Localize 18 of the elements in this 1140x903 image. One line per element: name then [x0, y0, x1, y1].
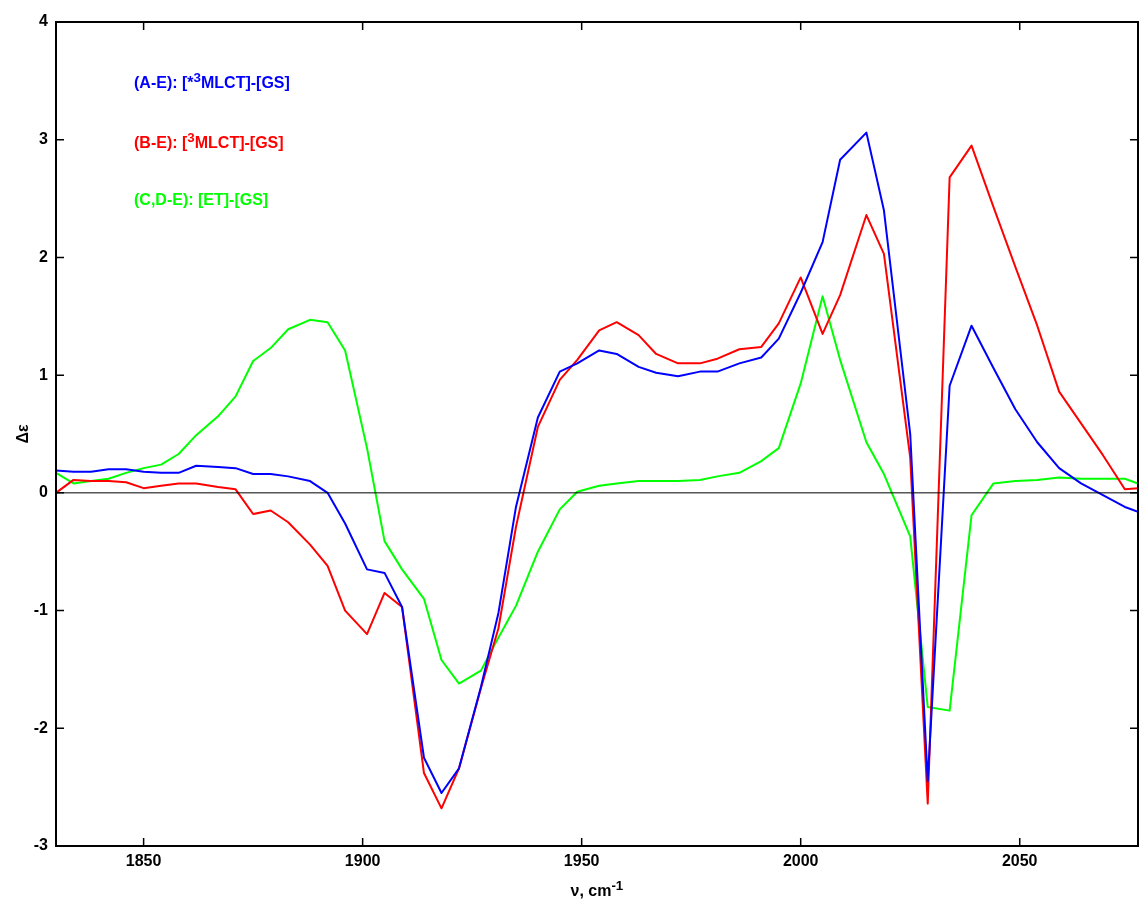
- y-tick-label: 0: [39, 483, 49, 501]
- x-axis-title: ν, cm$^{-1}$: [570, 878, 624, 901]
- x-tick-label: 1900: [344, 852, 381, 870]
- y-tick-label: 2: [39, 247, 49, 265]
- x-tick-label: 1950: [563, 852, 600, 870]
- text: (B-E): [$^{3}$MLCT]-[GS]: [134, 130, 285, 153]
- x-tick-label: 2050: [1001, 852, 1038, 870]
- y-tick-label: 4: [39, 12, 49, 30]
- y-tick-label: -2: [33, 718, 49, 736]
- y-axis-title: Δε: [13, 424, 32, 444]
- y-tick-label: -3: [33, 836, 49, 854]
- text: (A-E): [*$^{3}$MLCT]-[GS]: [134, 70, 290, 93]
- text: (C,D-E): [ET]-[GS]: [134, 190, 270, 209]
- x-tick-label: 2000: [782, 852, 819, 870]
- y-tick-label: 3: [39, 130, 49, 148]
- y-tick-label: 1: [39, 365, 49, 383]
- x-tick-label: 1850: [125, 852, 162, 870]
- y-tick-label: -1: [33, 600, 49, 618]
